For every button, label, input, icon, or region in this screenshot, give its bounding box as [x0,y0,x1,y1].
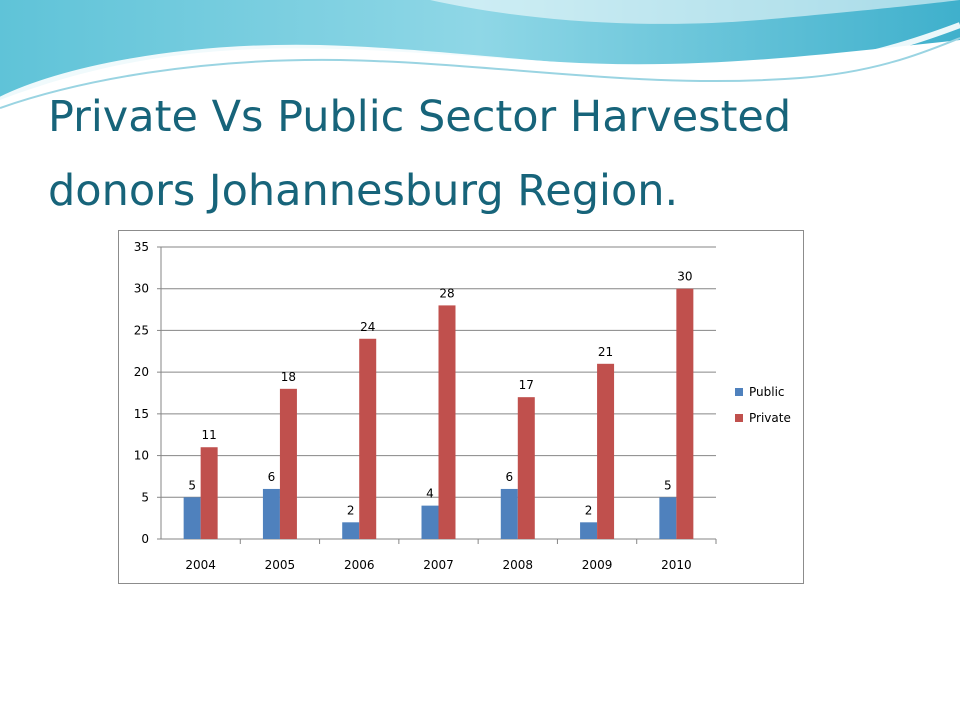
y-tick-label: 25 [134,323,149,337]
bar-private [676,288,694,539]
bar-public [659,497,677,539]
bar-private [597,363,615,539]
y-tick-label: 10 [134,449,149,463]
y-tick-label: 0 [141,532,149,546]
legend-swatch-public [735,388,743,396]
bar-private [200,447,218,539]
data-label-public: 6 [505,470,513,484]
x-tick-label: 2004 [185,558,216,572]
slide-title: Private Vs Public Sector Harvested donor… [48,80,928,228]
y-tick-label: 20 [134,365,149,379]
y-tick-label: 35 [134,240,149,254]
data-label-private: 21 [598,345,613,359]
data-label-private: 30 [677,270,692,284]
data-label-public: 2 [585,503,593,517]
legend-label-public: Public [749,385,785,399]
data-label-private: 24 [360,320,375,334]
bar-public [262,488,280,539]
data-label-private: 11 [202,428,217,442]
data-label-private: 28 [439,286,454,300]
bar-private [359,338,377,539]
data-label-private: 17 [519,378,534,392]
x-tick-label: 2007 [423,558,454,572]
decorative-wave-banner [0,0,960,109]
data-label-private: 18 [281,370,296,384]
bar-public [421,505,439,539]
y-tick-label: 15 [134,407,149,421]
bar-public [580,522,598,539]
legend-label-private: Private [749,411,791,425]
x-tick-label: 2008 [503,558,534,572]
legend-swatch-private [735,414,743,422]
bar-private [279,388,297,539]
data-label-public: 5 [188,478,196,492]
x-tick-label: 2010 [661,558,692,572]
bar-public [183,497,201,539]
bar-chart: 0 5 10 15 20 25 30 35 2004 5 11 2005 6 18 2006 2 24 2007 4… [118,230,804,584]
bar-private [438,305,456,539]
y-tick-label: 30 [134,282,149,296]
bar-chart-svg: 0510152025303520045112005618200622420074… [134,240,791,572]
slide-title-line-2: donors Johannesburg Region. [48,166,679,216]
slide-title-line-1: Private Vs Public Sector Harvested [48,92,792,142]
data-label-public: 4 [426,487,434,501]
x-tick-label: 2006 [344,558,375,572]
data-label-public: 5 [664,478,672,492]
x-tick-label: 2009 [582,558,613,572]
bar-public [500,488,518,539]
bar-private [517,397,535,539]
x-tick-label: 2005 [265,558,296,572]
bar-public [342,522,360,539]
data-label-public: 2 [347,503,355,517]
y-tick-label: 5 [141,490,149,504]
data-label-public: 6 [268,470,276,484]
